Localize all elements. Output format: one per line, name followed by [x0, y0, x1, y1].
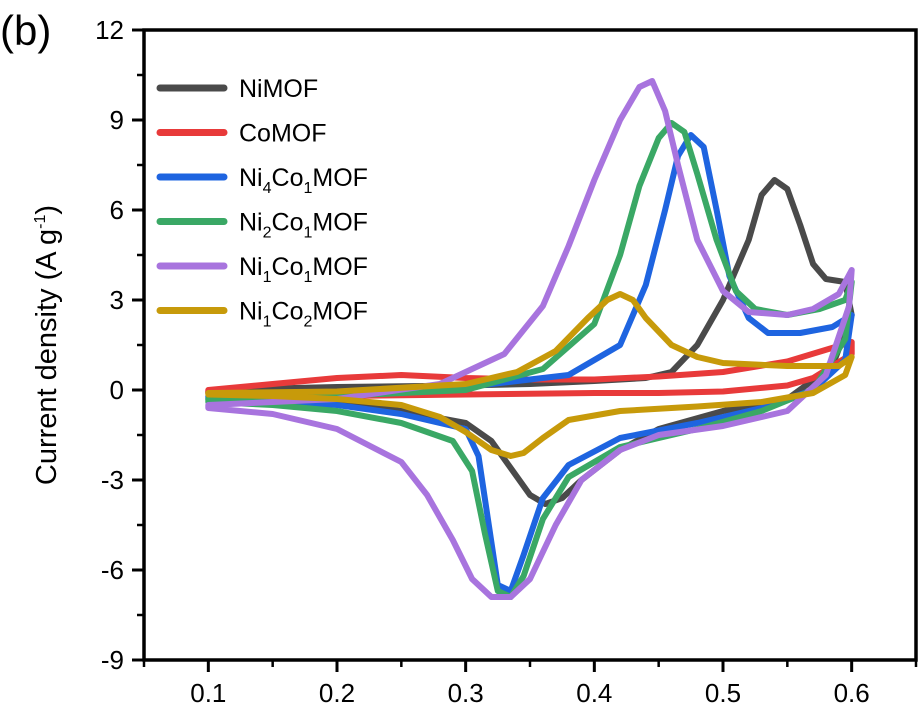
legend-label-5: Ni1Co2MOF	[239, 298, 368, 331]
legend-label-2: Ni4Co1MOF	[239, 164, 368, 197]
series-line-1	[205, 339, 855, 399]
legend-label-3: Ni2Co1MOF	[239, 209, 368, 242]
panel-label: (b)	[0, 7, 51, 54]
y-tick-label: 6	[110, 195, 124, 225]
series-line-5	[205, 291, 855, 459]
x-tick-label: 0.3	[448, 678, 484, 706]
x-tick-label: 0.6	[834, 678, 870, 706]
y-tick-label: -9	[101, 645, 124, 675]
y-axis-label-close: )	[31, 205, 63, 215]
legend-label-4: Ni1Co1MOF	[239, 253, 368, 286]
y-tick-label: -6	[101, 555, 124, 585]
axis-layer: 0.1 0.2 0.3 0.4 0.5 0.6 12 9 6 3 0 -3 -6 -9	[95, 15, 918, 706]
y-axis-label-sup: -1	[32, 214, 49, 228]
series-line-4	[205, 78, 855, 600]
series-layer	[205, 78, 855, 600]
x-tick-label: 0.5	[705, 678, 741, 706]
y-axis-label-base: Current density (A g	[31, 229, 63, 485]
y-tick-label: 3	[110, 285, 124, 315]
y-tick-label: 0	[110, 375, 124, 405]
x-tick-label: 0.2	[319, 678, 355, 706]
x-tick-label: 0.4	[576, 678, 612, 706]
x-tick-label: 0.1	[190, 678, 226, 706]
y-tick-label: 12	[95, 15, 124, 45]
legend: NiMOF CoMOF Ni4Co1MOF Ni2Co1MOF Ni1Co1MOF Ni1…	[156, 75, 368, 331]
legend-label-0: NiMOF	[239, 75, 318, 103]
legend-label-1: CoMOF	[239, 120, 327, 148]
y-tick-label: 9	[110, 105, 124, 135]
y-tick-label: -3	[101, 465, 124, 495]
y-axis-label: Current density (A g-1)	[31, 205, 63, 485]
